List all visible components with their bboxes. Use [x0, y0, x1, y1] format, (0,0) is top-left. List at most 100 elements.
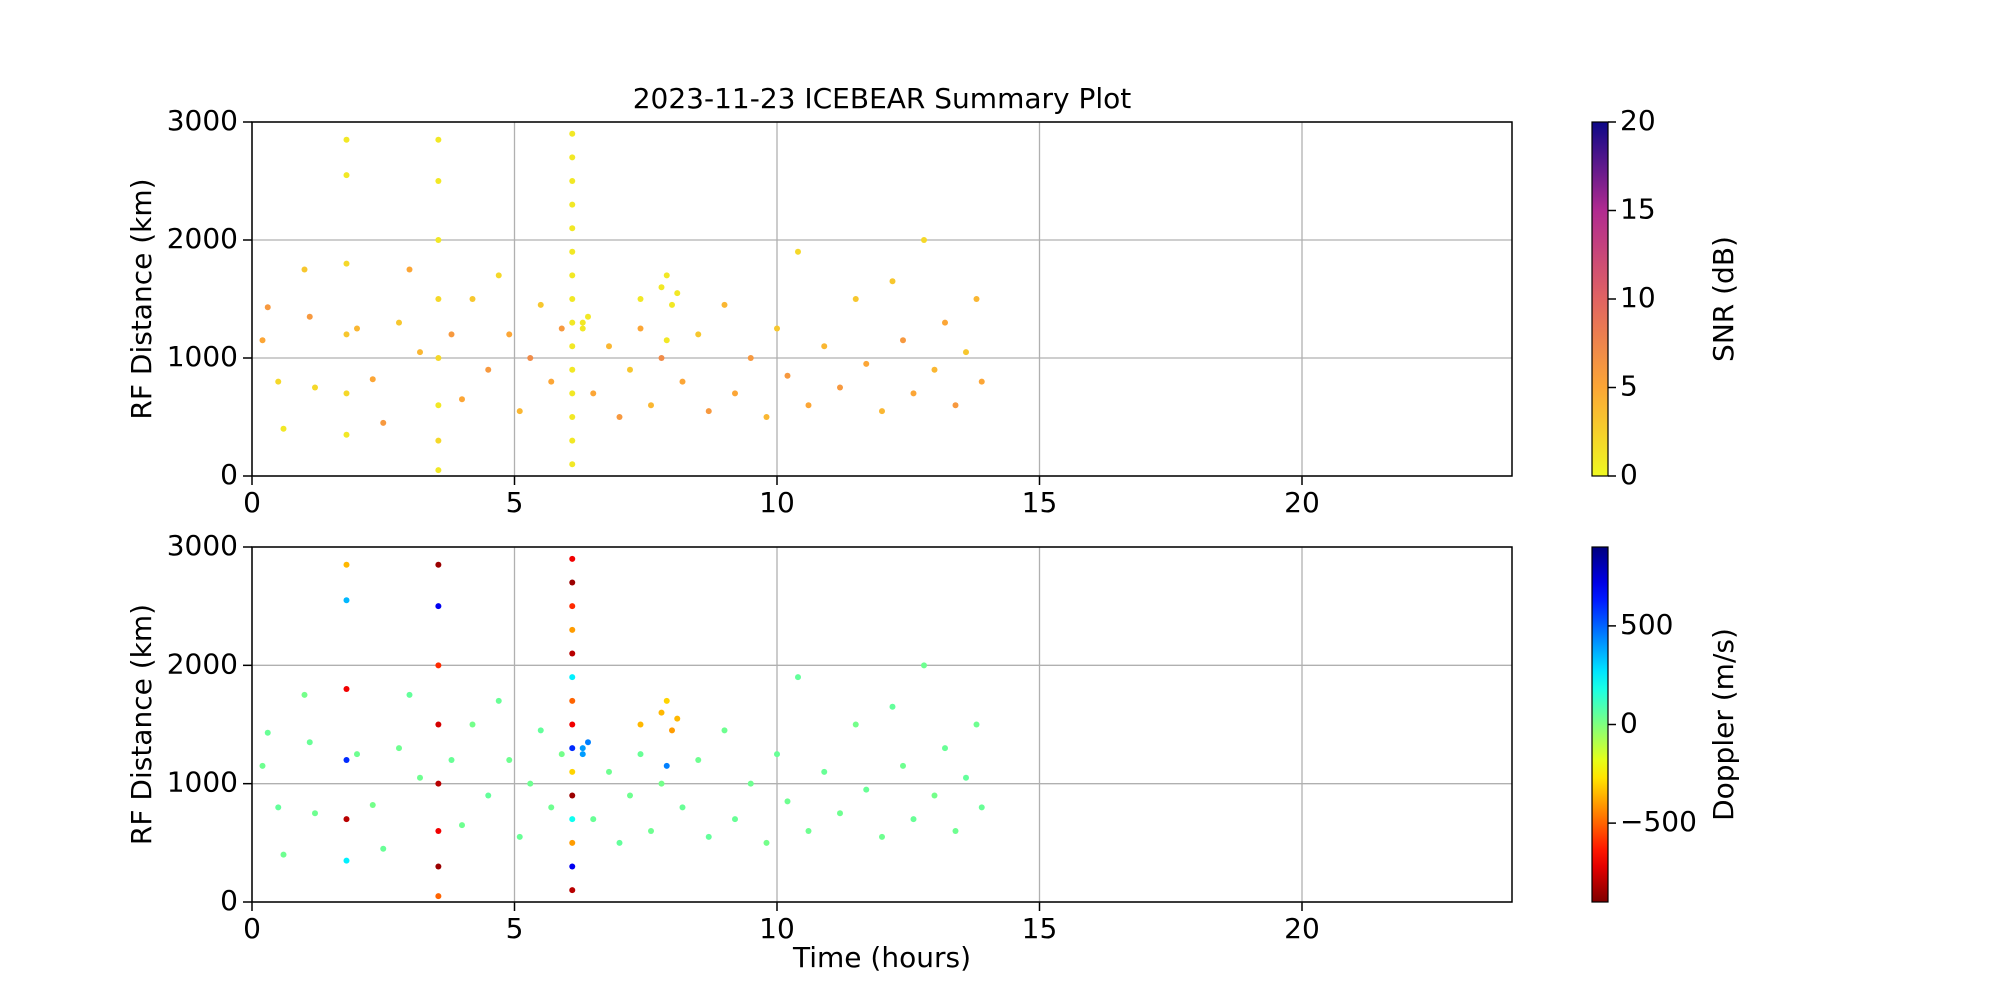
- data-point: [579, 745, 586, 752]
- data-point: [459, 396, 465, 403]
- data-point: [648, 402, 654, 409]
- data-point: [569, 130, 576, 137]
- data-point: [343, 331, 350, 338]
- colorbar-tick-label: 500: [1620, 608, 1673, 641]
- data-point: [663, 272, 670, 279]
- data-point: [627, 792, 633, 799]
- colorbar-tick-label: 0: [1620, 707, 1638, 740]
- data-point: [264, 729, 271, 736]
- x-tick-label: 5: [506, 912, 524, 945]
- data-point: [435, 296, 442, 302]
- data-point: [435, 136, 442, 143]
- colorbar-label: SNR (dB): [1707, 236, 1740, 362]
- data-point: [973, 721, 980, 728]
- data-point: [837, 810, 843, 817]
- y-tick-label: 0: [220, 884, 238, 917]
- y-tick-label: 2000: [167, 222, 238, 255]
- data-point: [663, 762, 670, 769]
- data-point: [469, 721, 476, 728]
- x-tick-label: 10: [759, 912, 795, 945]
- data-point: [637, 296, 644, 302]
- data-point: [569, 674, 576, 681]
- colorbar-tick-label: 5: [1620, 370, 1638, 403]
- data-point: [435, 721, 442, 728]
- data-point: [658, 780, 665, 787]
- data-point: [637, 325, 644, 332]
- data-point: [406, 266, 413, 273]
- data-point: [973, 296, 980, 302]
- data-point: [585, 313, 591, 320]
- data-point: [569, 390, 576, 397]
- data-point: [396, 745, 402, 752]
- data-point: [435, 437, 442, 444]
- data-point: [569, 319, 576, 326]
- data-point: [495, 272, 502, 279]
- data-point: [669, 727, 675, 734]
- data-point: [784, 798, 791, 805]
- x-tick-label: 0: [243, 912, 261, 945]
- data-point: [569, 768, 576, 775]
- data-point: [616, 839, 623, 846]
- data-point: [852, 721, 859, 728]
- data-point: [569, 579, 576, 586]
- colorbar: [1591, 546, 1609, 903]
- plot-frame: [251, 121, 1513, 477]
- data-point: [590, 390, 597, 397]
- data-point: [585, 739, 591, 746]
- data-point: [705, 408, 712, 415]
- data-point: [527, 780, 534, 787]
- data-point: [435, 828, 442, 834]
- data-point: [679, 378, 686, 385]
- data-point: [369, 376, 376, 383]
- data-point: [435, 402, 442, 409]
- data-point: [435, 662, 442, 669]
- data-point: [978, 804, 985, 811]
- data-point: [952, 828, 959, 834]
- data-point: [264, 304, 271, 311]
- data-point: [705, 833, 712, 840]
- data-point: [889, 278, 896, 285]
- data-point: [606, 768, 612, 775]
- data-point: [527, 355, 534, 361]
- data-point: [435, 893, 442, 900]
- data-point: [663, 337, 670, 344]
- colorbar-tick-label: −500: [1620, 805, 1697, 838]
- data-point: [963, 774, 969, 781]
- data-point: [795, 248, 801, 255]
- data-point: [658, 284, 665, 291]
- data-point: [569, 343, 576, 350]
- x-tick-label: 20: [1284, 486, 1320, 519]
- data-point: [569, 792, 576, 799]
- data-point: [537, 727, 544, 734]
- data-point: [516, 408, 523, 415]
- data-point: [275, 378, 282, 385]
- data-point: [396, 319, 402, 326]
- data-point: [569, 839, 576, 846]
- data-point: [569, 272, 576, 279]
- data-point: [942, 745, 948, 752]
- y-tick-label: 2000: [167, 647, 238, 680]
- data-point: [763, 839, 770, 846]
- data-point: [343, 136, 350, 143]
- data-point: [448, 757, 455, 763]
- data-point: [380, 845, 387, 852]
- data-point: [674, 290, 681, 297]
- data-point: [732, 816, 738, 823]
- x-tick-label: 20: [1284, 912, 1320, 945]
- data-point: [669, 301, 675, 308]
- data-point: [380, 419, 387, 426]
- data-point: [569, 178, 576, 184]
- data-point: [579, 751, 586, 758]
- data-point: [637, 751, 644, 758]
- data-point: [435, 237, 442, 243]
- data-point: [579, 325, 586, 332]
- data-point: [663, 697, 670, 704]
- data-point: [721, 727, 728, 734]
- data-point: [879, 833, 885, 840]
- data-point: [435, 178, 442, 184]
- data-point: [569, 555, 576, 562]
- x-tick-label: 15: [1022, 486, 1058, 519]
- data-point: [569, 721, 576, 728]
- data-point: [354, 751, 360, 758]
- data-point: [679, 804, 686, 811]
